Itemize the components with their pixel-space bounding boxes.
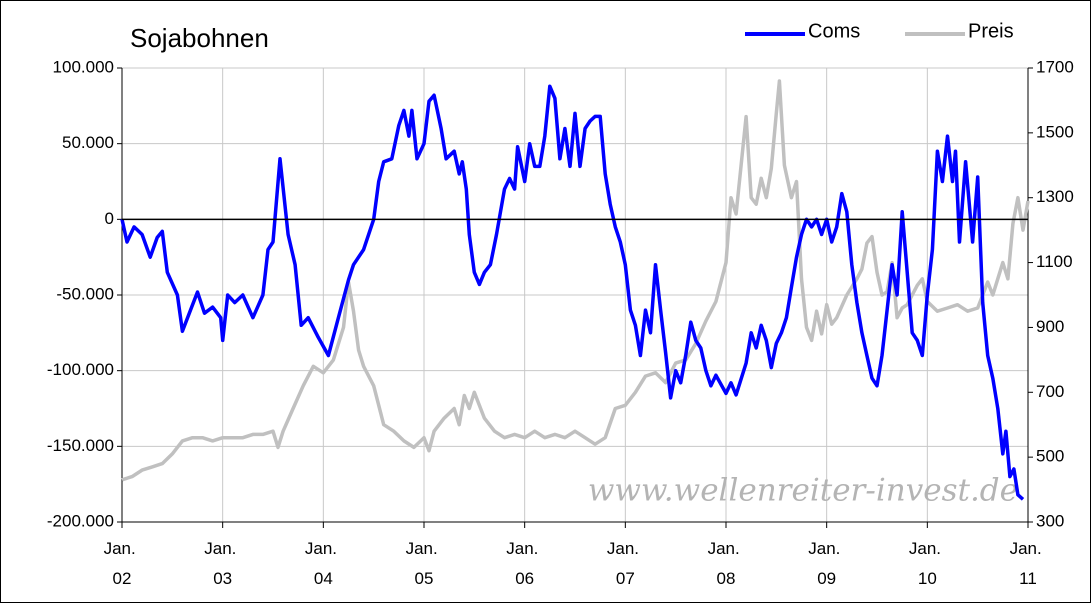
y-tick-label: 0 xyxy=(105,209,114,228)
y2-tick-label: 1500 xyxy=(1036,122,1074,141)
data-line xyxy=(121,79,1030,482)
y-tick-label: -200.000 xyxy=(47,511,114,530)
y-tick-label: -100.000 xyxy=(47,360,114,379)
x-tick-label: Jan. 10 xyxy=(909,539,946,588)
data-line xyxy=(120,84,1025,501)
y-tick-label: -150.000 xyxy=(47,436,114,455)
x-tick-label: Jan. 11 xyxy=(1010,539,1047,588)
y-tick-label: -50.000 xyxy=(56,284,114,303)
y2-tick-label: 1300 xyxy=(1036,187,1074,206)
y2-tick-label: 1700 xyxy=(1036,57,1074,76)
legend-label: Preis xyxy=(968,20,1014,42)
y2-tick-label: 1100 xyxy=(1036,252,1073,271)
x-tick-label: Jan. 05 xyxy=(406,539,443,588)
x-tick-label: Jan. 02 xyxy=(104,539,141,588)
x-tick-label: Jan. 07 xyxy=(607,539,644,588)
y2-tick-label: 700 xyxy=(1036,382,1064,401)
x-tick-label: Jan. 06 xyxy=(506,539,543,588)
x-tick-label: Jan. 08 xyxy=(708,539,745,588)
x-tick-label: Jan. 04 xyxy=(305,539,342,588)
y2-tick-label: 900 xyxy=(1036,317,1064,336)
y-tick-label: 100.000 xyxy=(53,57,114,76)
x-tick-label: Jan. 03 xyxy=(204,539,241,588)
chart-title: Sojabohnen xyxy=(130,23,269,53)
y2-tick-label: 500 xyxy=(1036,447,1064,466)
y-tick-label: 50.000 xyxy=(62,133,114,152)
x-tick-label: Jan. 09 xyxy=(808,539,845,588)
y2-tick-label: 300 xyxy=(1036,511,1064,530)
legend-label: Coms xyxy=(808,20,860,42)
annotation: www.wellenreiter-invest.de xyxy=(588,473,1018,509)
